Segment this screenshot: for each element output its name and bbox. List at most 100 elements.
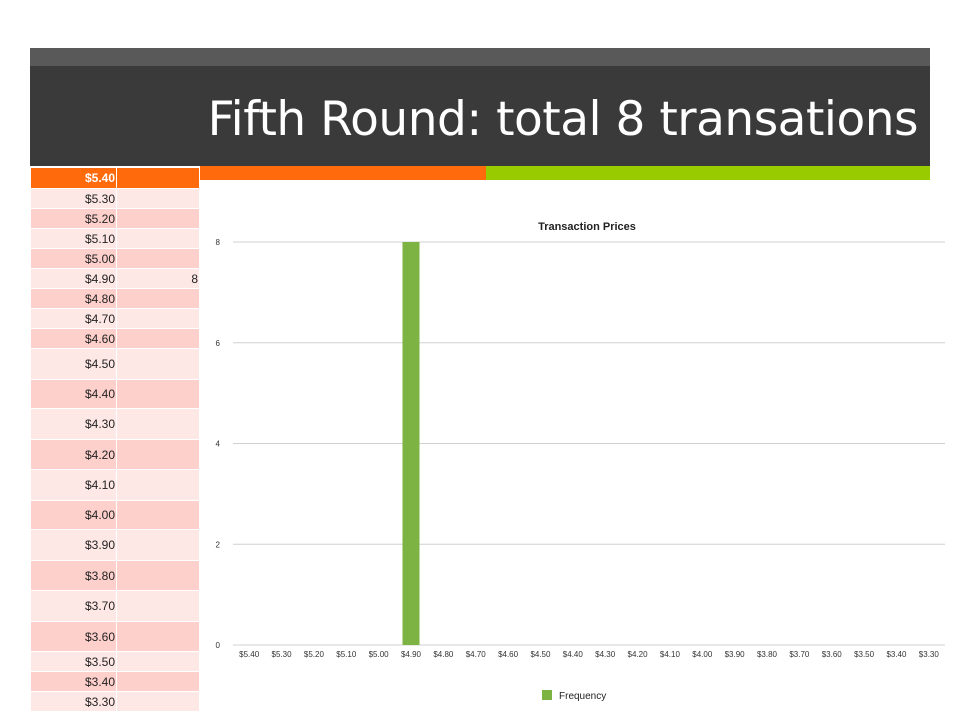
table-row: $4.00 — [30, 500, 200, 530]
x-tick-label: $3.60 — [822, 650, 843, 659]
slide-title: Fifth Round: total 8 transations — [207, 92, 919, 147]
price-cell: $3.50 — [30, 651, 117, 672]
count-cell — [116, 188, 200, 209]
bar — [402, 242, 420, 645]
x-tick-label: $4.40 — [563, 650, 584, 659]
price-cell: $3.40 — [30, 671, 117, 692]
count-cell — [116, 671, 200, 692]
table-row: $3.40 — [30, 671, 200, 692]
count-cell — [116, 469, 200, 501]
x-tick-label: $5.30 — [272, 650, 293, 659]
x-tick-label: $4.30 — [595, 650, 616, 659]
price-cell: $4.80 — [30, 288, 117, 309]
table-row: $5.20 — [30, 208, 200, 229]
table-row: $4.40 — [30, 379, 200, 409]
table-row: $3.90 — [30, 529, 200, 561]
count-cell — [116, 560, 200, 591]
price-cell: $5.30 — [30, 188, 117, 209]
table-row: $5.00 — [30, 248, 200, 269]
table-row: $3.50 — [30, 651, 200, 672]
count-cell — [116, 651, 200, 672]
chart-svg: Transaction Prices 0 2 4 6 8 $5.40 $5.30 $5.20 $5… — [216, 221, 945, 702]
table-row: $4.90 8 — [30, 268, 200, 289]
price-cell: $3.90 — [30, 529, 117, 561]
price-cell: $4.20 — [30, 439, 117, 470]
count-cell: 8 — [116, 268, 200, 289]
x-tick-label: $4.80 — [433, 650, 454, 659]
price-cell: $5.10 — [30, 228, 117, 249]
x-tick-label: $4.10 — [660, 650, 681, 659]
x-tick-label: $4.90 — [401, 650, 422, 659]
count-cell — [116, 348, 200, 380]
x-tick-label: $4.50 — [530, 650, 551, 659]
table-row: $5.10 — [30, 228, 200, 249]
table-row: $4.50 — [30, 348, 200, 380]
table-row: $4.80 — [30, 288, 200, 309]
x-tick-label: $3.30 — [919, 650, 940, 659]
price-cell: $4.30 — [30, 408, 117, 440]
price-frequency-table: $5.40 $5.30 $5.20 $5.10 $5.00 $4.90 8 $4.80 $4.7… — [30, 167, 200, 712]
table-row: $4.30 — [30, 408, 200, 440]
table-row: $3.70 — [30, 590, 200, 622]
count-cell — [116, 621, 200, 652]
x-tick-label: $5.20 — [304, 650, 325, 659]
price-cell: $4.40 — [30, 379, 117, 409]
legend-label: Frequency — [559, 691, 606, 702]
y-tick-label: 6 — [216, 339, 221, 348]
y-tick-label: 0 — [216, 641, 221, 650]
x-tick-label: $4.20 — [628, 650, 649, 659]
title-bar: Fifth Round: total 8 transations — [30, 66, 930, 166]
count-cell — [116, 288, 200, 309]
x-tick-label: $4.70 — [466, 650, 487, 659]
count-cell — [116, 208, 200, 229]
count-cell — [116, 529, 200, 561]
count-cell — [116, 328, 200, 349]
count-cell — [116, 500, 200, 530]
x-tick-label: $5.10 — [336, 650, 357, 659]
x-tick-label: $4.60 — [498, 650, 519, 659]
price-cell: $5.40 — [30, 167, 117, 189]
x-tick-label: $3.40 — [886, 650, 907, 659]
table-row: $3.60 — [30, 621, 200, 652]
transaction-prices-chart: Transaction Prices 0 2 4 6 8 $5.40 $5.30 $5.20 $5… — [200, 180, 960, 720]
price-cell: $3.30 — [30, 691, 117, 712]
count-cell — [116, 590, 200, 622]
count-cell — [116, 248, 200, 269]
count-cell — [116, 379, 200, 409]
x-tick-label: $3.90 — [725, 650, 746, 659]
legend-swatch — [542, 690, 552, 700]
count-cell — [116, 408, 200, 440]
x-tick-label: $5.40 — [239, 650, 260, 659]
price-cell: $3.80 — [30, 560, 117, 591]
y-tick-label: 2 — [216, 540, 221, 549]
count-cell — [116, 228, 200, 249]
x-tick-label: $4.00 — [692, 650, 713, 659]
table-row: $4.10 — [30, 469, 200, 501]
price-cell: $4.70 — [30, 308, 117, 329]
table-row: $3.80 — [30, 560, 200, 591]
price-cell: $4.00 — [30, 500, 117, 530]
price-cell: $4.50 — [30, 348, 117, 380]
count-cell — [116, 691, 200, 712]
count-cell — [116, 167, 200, 189]
table-row: $5.40 — [30, 167, 200, 189]
price-cell: $4.60 — [30, 328, 117, 349]
price-cell: $5.20 — [30, 208, 117, 229]
y-tick-label: 8 — [216, 238, 221, 247]
table-row: $3.30 — [30, 691, 200, 712]
x-tick-label: $3.70 — [789, 650, 810, 659]
price-cell: $5.00 — [30, 248, 117, 269]
price-cell: $3.70 — [30, 590, 117, 622]
count-cell — [116, 439, 200, 470]
table-row: $4.60 — [30, 328, 200, 349]
header-top-strip — [30, 48, 930, 66]
price-cell: $3.60 — [30, 621, 117, 652]
count-cell — [116, 308, 200, 329]
price-cell: $4.90 — [30, 268, 117, 289]
chart-title: Transaction Prices — [538, 221, 636, 233]
x-tick-label: $3.50 — [854, 650, 875, 659]
table-row: $4.20 — [30, 439, 200, 470]
y-tick-label: 4 — [216, 440, 221, 449]
table-row: $4.70 — [30, 308, 200, 329]
accent-bar-green — [486, 166, 930, 180]
